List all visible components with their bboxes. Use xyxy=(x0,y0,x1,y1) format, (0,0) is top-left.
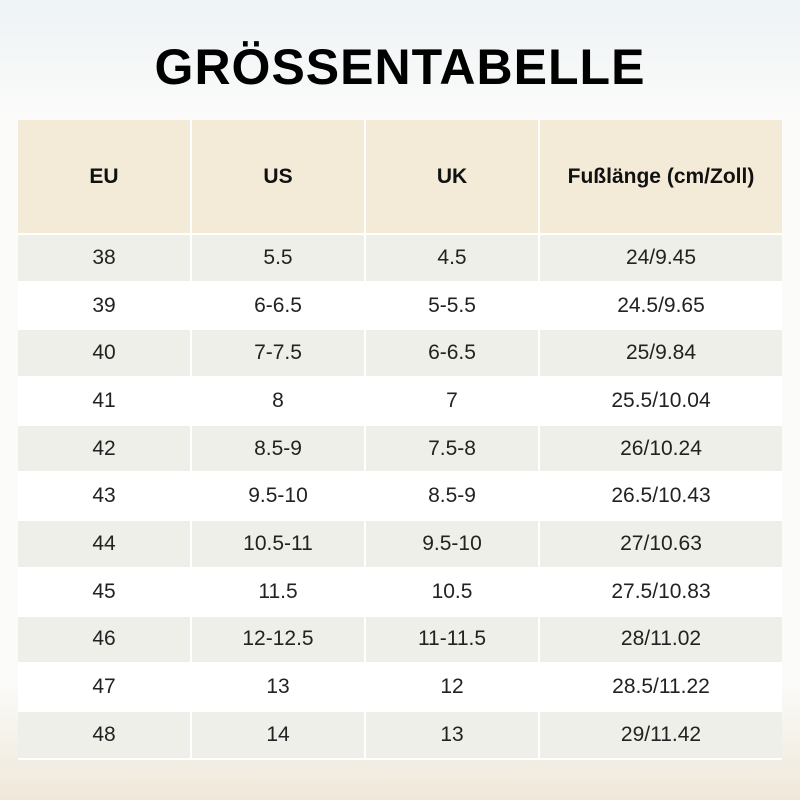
column-header: EU xyxy=(18,120,192,235)
table-cell: 43 xyxy=(18,473,192,522)
table-cell: 6-6.5 xyxy=(366,330,540,379)
table-cell: 7 xyxy=(366,378,540,426)
table-cell: 8 xyxy=(192,378,366,426)
table-cell: 13 xyxy=(192,664,366,712)
table-cell: 5-5.5 xyxy=(366,282,540,331)
table-cell: 11-11.5 xyxy=(366,616,540,665)
table-cell: 8.5-9 xyxy=(366,473,540,522)
table-cell: 42 xyxy=(18,425,192,474)
table-cell: 12 xyxy=(366,664,540,712)
table-cell: 9.5-10 xyxy=(192,473,366,522)
table-cell: 10.5 xyxy=(366,568,540,617)
table-cell: 7-7.5 xyxy=(192,330,366,379)
table-cell: 25/9.84 xyxy=(540,330,782,379)
table-cell: 27.5/10.83 xyxy=(540,568,782,617)
size-table: EU US UK Fußlänge (cm/Zoll) 38 5.5 4.5 24/9.45 3… xyxy=(18,120,782,760)
table-cell: 47 xyxy=(18,664,192,712)
table-cell: 25.5/10.04 xyxy=(540,378,782,426)
table-cell: 14 xyxy=(192,711,366,760)
table-cell: 44 xyxy=(18,521,192,569)
table-cell: 45 xyxy=(18,568,192,617)
table-cell: 46 xyxy=(18,616,192,665)
table-cell: 8.5-9 xyxy=(192,425,366,474)
title: GRÖSSENTABELLE xyxy=(154,39,646,95)
table-cell: 29/11.42 xyxy=(540,711,782,760)
column-header: Fußlänge (cm/Zoll) xyxy=(540,120,782,235)
table-cell: 48 xyxy=(18,711,192,760)
table-cell: 38 xyxy=(18,235,192,283)
table-cell: 4.5 xyxy=(366,235,540,283)
column-header: UK xyxy=(366,120,540,235)
table-cell: 28/11.02 xyxy=(540,616,782,665)
table-cell: 6-6.5 xyxy=(192,282,366,331)
column-header: US xyxy=(192,120,366,235)
table-cell: 28.5/11.22 xyxy=(540,664,782,712)
table-cell: 10.5-11 xyxy=(192,521,366,569)
table-cell: 27/10.63 xyxy=(540,521,782,569)
table-cell: 40 xyxy=(18,330,192,379)
table-cell: 24.5/9.65 xyxy=(540,282,782,331)
table-cell: 41 xyxy=(18,378,192,426)
table-cell: 9.5-10 xyxy=(366,521,540,569)
table-cell: 5.5 xyxy=(192,235,366,283)
table-cell: 39 xyxy=(18,282,192,331)
table-cell: 26/10.24 xyxy=(540,425,782,474)
table-cell: 24/9.45 xyxy=(540,235,782,283)
table-cell: 7.5-8 xyxy=(366,425,540,474)
table-cell: 11.5 xyxy=(192,568,366,617)
table-cell: 13 xyxy=(366,711,540,760)
table-cell: 12-12.5 xyxy=(192,616,366,665)
table-cell: 26.5/10.43 xyxy=(540,473,782,522)
